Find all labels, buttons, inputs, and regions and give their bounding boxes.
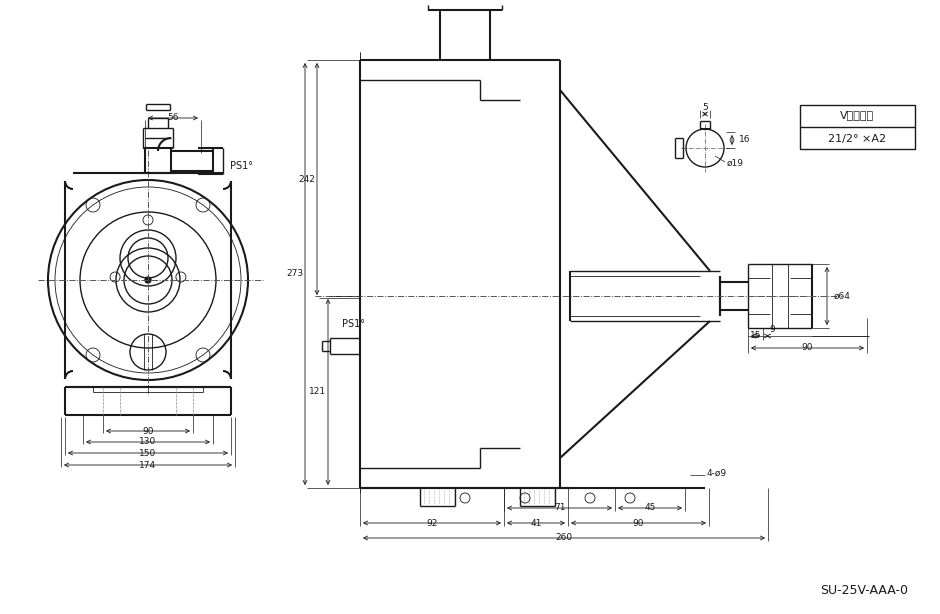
Text: PS1°: PS1° (230, 161, 253, 171)
Text: 71: 71 (554, 503, 565, 513)
Text: 121: 121 (309, 387, 326, 397)
Text: 260: 260 (556, 534, 572, 543)
Text: SU-25V-AAA-0: SU-25V-AAA-0 (820, 583, 908, 596)
Text: 273: 273 (287, 270, 304, 279)
Text: PS1°: PS1° (342, 319, 365, 329)
Text: 9: 9 (770, 325, 775, 333)
Text: 90: 90 (802, 343, 813, 352)
Text: 90: 90 (142, 427, 154, 435)
Bar (800, 105, 915, 149)
Text: ø64: ø64 (834, 292, 851, 300)
Text: 56: 56 (167, 114, 179, 123)
Text: 16: 16 (739, 136, 751, 144)
Text: Vプーリー: Vプーリー (840, 110, 874, 120)
Text: 45: 45 (644, 503, 656, 513)
Text: 4-ø9: 4-ø9 (707, 468, 728, 478)
Text: ø19: ø19 (727, 158, 744, 168)
Text: 15: 15 (750, 332, 761, 341)
Text: 150: 150 (139, 448, 157, 457)
Text: 242: 242 (299, 174, 316, 184)
Text: 5: 5 (702, 103, 708, 112)
Text: 174: 174 (139, 460, 157, 470)
Text: 41: 41 (530, 518, 541, 527)
Text: 130: 130 (139, 438, 157, 446)
Text: 92: 92 (427, 518, 438, 527)
Text: 21/2° ×A2: 21/2° ×A2 (828, 134, 886, 144)
Circle shape (145, 277, 151, 283)
Text: 90: 90 (633, 518, 644, 527)
